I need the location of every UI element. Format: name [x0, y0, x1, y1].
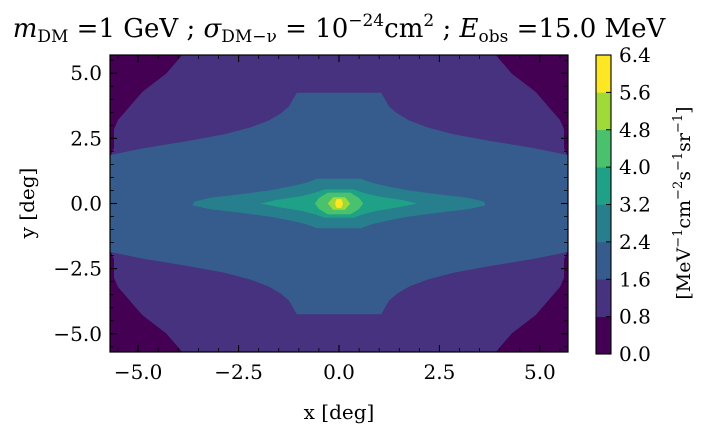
colorbar-segment: [596, 204, 611, 243]
colorbar-label-part: −2: [671, 181, 686, 200]
title-separator: ;: [434, 14, 459, 44]
y-tick-label: −2.5: [53, 257, 102, 281]
colorbar-segment: [596, 316, 611, 355]
x-tick-label: 2.5: [424, 360, 456, 384]
title-energy-value: =15.0 MeV: [508, 14, 666, 44]
colorbar-tick-label: 4.8: [619, 118, 651, 142]
colorbar-segment: [596, 55, 611, 93]
chart-title: mDM =1 GeV ; σDM−ν = 10−24cm2 ; Eobs =15…: [13, 11, 667, 47]
colorbar-tick-label: 2.4: [619, 230, 651, 254]
colorbar-tick-label: 1.6: [619, 267, 651, 291]
colorbar-tick-label: 0.8: [619, 305, 651, 329]
y-tick-label: 5.0: [70, 61, 102, 85]
colorbar-tick-label: 5.6: [619, 80, 651, 104]
colorbar: 0.0 0.8 1.6 2.4 3.2 4.0 4.8 5.6 6.4: [595, 43, 651, 366]
colorbar-segment: [596, 279, 611, 317]
colorbar-tick-label: 0.0: [619, 342, 651, 366]
title-m-symbol: m: [13, 14, 38, 44]
title-sigma-equals: = 10: [277, 14, 348, 44]
x-tick-label: −2.5: [214, 360, 263, 384]
colorbar-segment: [596, 241, 611, 280]
x-tick-label: 5.0: [524, 360, 556, 384]
x-axis-label: x [deg]: [304, 400, 375, 424]
title-mass-value: =1 GeV ;: [68, 14, 203, 44]
colorbar-label-part: −1: [671, 114, 686, 133]
colorbar-tick-label: 6.4: [619, 43, 651, 67]
colorbar-label-part: ]: [673, 106, 695, 113]
x-tick-label: 0.0: [323, 360, 355, 384]
colorbar-label-part: cm: [673, 200, 695, 229]
colorbar-label: [MeV−1cm−2s−1sr−1]: [671, 106, 695, 299]
title-sigma-subscript: DM−ν: [221, 27, 277, 47]
colorbar-segment: [596, 129, 611, 168]
colorbar-label-part: −1: [671, 152, 686, 171]
colorbar-label-part: −1: [671, 229, 686, 248]
colorbar-label-part: sr: [673, 132, 695, 152]
y-tick-label: −5.0: [53, 322, 102, 346]
y-axis-label: y [deg]: [15, 168, 39, 240]
title-sigma-exponent: −24: [348, 11, 384, 31]
colorbar-segment: [596, 92, 611, 131]
title-sigma-unit-exponent: 2: [423, 11, 434, 31]
contour-regions: [110, 55, 568, 352]
colorbar-segment: [596, 167, 611, 205]
title-e-subscript: obs: [478, 27, 508, 47]
y-axis: −5.0 −2.5 0.0 2.5 5.0: [53, 59, 568, 348]
title-sigma-unit: cm: [384, 14, 423, 44]
x-tick-label: −5.0: [114, 360, 163, 384]
y-tick-label: 2.5: [70, 126, 102, 150]
colorbar-tick-label: 4.0: [619, 155, 651, 179]
colorbar-label-part: [MeV: [673, 248, 695, 300]
colorbar-tick-label: 3.2: [619, 193, 651, 217]
title-e-symbol: E: [458, 14, 478, 44]
title-m-subscript: DM: [37, 27, 68, 47]
colorbar-label-part: s: [673, 171, 695, 181]
title-sigma-symbol: σ: [203, 14, 222, 44]
x-axis: −5.0 −2.5 0.0 2.5 5.0: [114, 55, 561, 384]
y-tick-label: 0.0: [70, 192, 102, 216]
contour-level-7: [335, 199, 343, 208]
